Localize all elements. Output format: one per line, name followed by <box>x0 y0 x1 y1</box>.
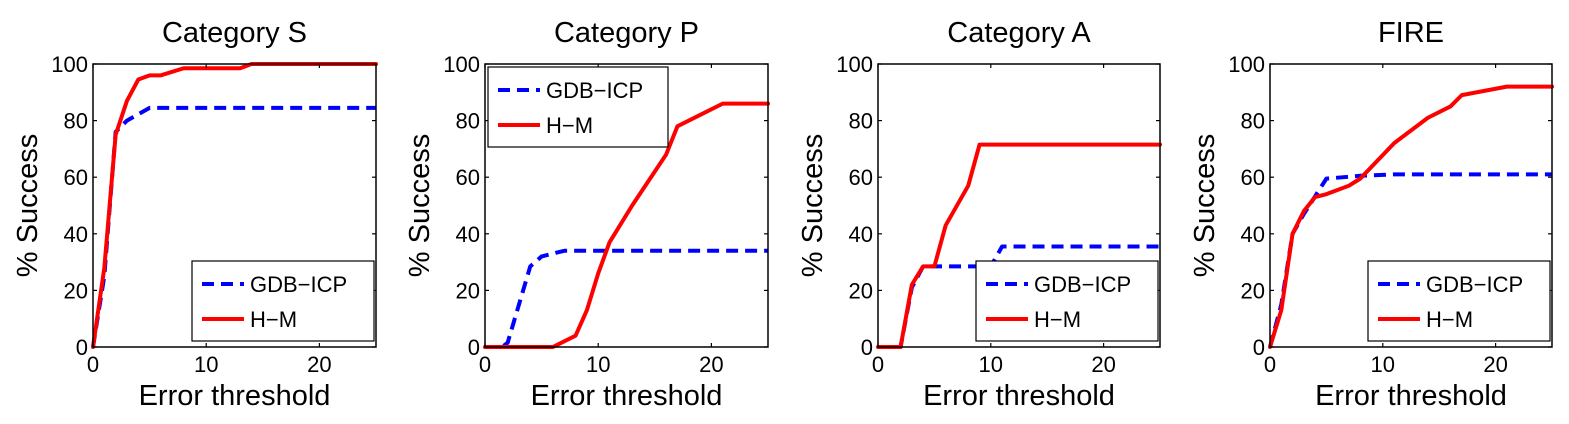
y-tick-label: 100 <box>51 52 88 77</box>
series-line-h-m <box>483 101 770 349</box>
y-tick-label: 100 <box>836 52 873 77</box>
legend-label-h-m: H−M <box>546 113 593 138</box>
y-tick-label: 60 <box>456 165 480 190</box>
y-tick-label: 0 <box>1253 335 1265 360</box>
y-tick-label: 20 <box>456 278 480 303</box>
legend-label-gdb-icp: GDB−ICP <box>546 78 643 103</box>
y-tick-label: 40 <box>849 222 873 247</box>
x-tick-label: 0 <box>87 352 99 377</box>
plot-frame <box>484 63 769 348</box>
chart-title: Category P <box>554 17 699 49</box>
x-axis-label: Error threshold <box>1315 380 1507 412</box>
y-tick-label: 0 <box>861 335 873 360</box>
x-axis-label: Error threshold <box>139 380 331 412</box>
chart-panel-4: FIRE 0 10 20 0 20 40 60 80 100 Error threshold % Su… <box>1189 17 1554 412</box>
y-tick-label: 100 <box>443 52 480 77</box>
x-tick-label: 10 <box>194 352 218 377</box>
x-tick-label: 0 <box>479 352 491 377</box>
x-tick-label: 0 <box>1264 352 1276 377</box>
x-tick-label: 20 <box>699 352 723 377</box>
legend-label-h-m: H−M <box>250 307 297 332</box>
legend-label-gdb-icp: GDB−ICP <box>1426 272 1523 297</box>
series-group <box>91 62 378 349</box>
x-tick-label: 10 <box>1371 352 1395 377</box>
legend-label-gdb-icp: GDB−ICP <box>250 272 347 297</box>
x-tick-label: 10 <box>586 352 610 377</box>
legend: GDB−ICP H−M <box>487 66 669 148</box>
plot-frame <box>877 63 1161 348</box>
series-line-h-m <box>1268 84 1554 349</box>
legend-label-gdb-icp: GDB−ICP <box>1034 272 1131 297</box>
y-axis-label: % Success <box>12 134 44 277</box>
y-tick-label: 40 <box>1241 222 1265 247</box>
legend-box <box>1367 260 1551 342</box>
y-tick-label: 60 <box>849 165 873 190</box>
chart-panel-3: Category A 0 10 20 0 20 40 60 80 100 Error thresho… <box>797 17 1162 412</box>
chart-title: FIRE <box>1378 17 1444 49</box>
plot-frame <box>1269 63 1553 348</box>
chart-title: Category A <box>947 17 1091 49</box>
series-line-h-m <box>91 62 378 349</box>
legend-box <box>191 260 375 342</box>
y-tick-label: 80 <box>456 109 480 134</box>
y-tick-label: 40 <box>456 222 480 247</box>
y-tick-label: 80 <box>849 109 873 134</box>
x-axis-label: Error threshold <box>923 380 1115 412</box>
chart-panel-1: Category S 0 10 20 0 20 40 60 80 100 Error thresho… <box>12 17 378 412</box>
y-tick-label: 80 <box>1241 109 1265 134</box>
legend-box <box>975 260 1159 342</box>
x-tick-label: 0 <box>872 352 884 377</box>
y-tick-label: 80 <box>64 109 88 134</box>
x-tick-label: 20 <box>1483 352 1507 377</box>
series-line-h-m <box>876 142 1162 349</box>
plot-frame <box>92 63 377 348</box>
x-tick-label: 20 <box>307 352 331 377</box>
y-axis-label: % Success <box>797 134 829 277</box>
y-tick-label: 0 <box>468 335 480 360</box>
y-axis-label: % Success <box>404 134 436 277</box>
legend: GDB−ICP H−M <box>1367 260 1551 342</box>
series-group <box>483 101 770 349</box>
legend-box <box>487 66 669 148</box>
y-tick-label: 60 <box>1241 165 1265 190</box>
y-axis-label: % Success <box>1189 134 1221 277</box>
x-tick-label: 10 <box>979 352 1003 377</box>
x-axis-label: Error threshold <box>531 380 723 412</box>
y-tick-label: 0 <box>76 335 88 360</box>
y-tick-label: 40 <box>64 222 88 247</box>
legend: GDB−ICP H−M <box>191 260 375 342</box>
series-line-gdb-icp <box>485 248 768 349</box>
chart-title: Category S <box>162 17 307 49</box>
y-tick-label: 100 <box>1228 52 1265 77</box>
y-tick-label: 20 <box>849 278 873 303</box>
y-tick-label: 20 <box>1241 278 1265 303</box>
legend-label-h-m: H−M <box>1426 307 1473 332</box>
chart-panel-2: Category P 0 10 20 0 20 40 60 80 100 Error thresho… <box>404 17 770 412</box>
series-group <box>1268 84 1554 349</box>
x-tick-label: 20 <box>1091 352 1115 377</box>
y-tick-label: 60 <box>64 165 88 190</box>
legend: GDB−ICP H−M <box>975 260 1159 342</box>
y-tick-label: 20 <box>64 278 88 303</box>
legend-label-h-m: H−M <box>1034 307 1081 332</box>
